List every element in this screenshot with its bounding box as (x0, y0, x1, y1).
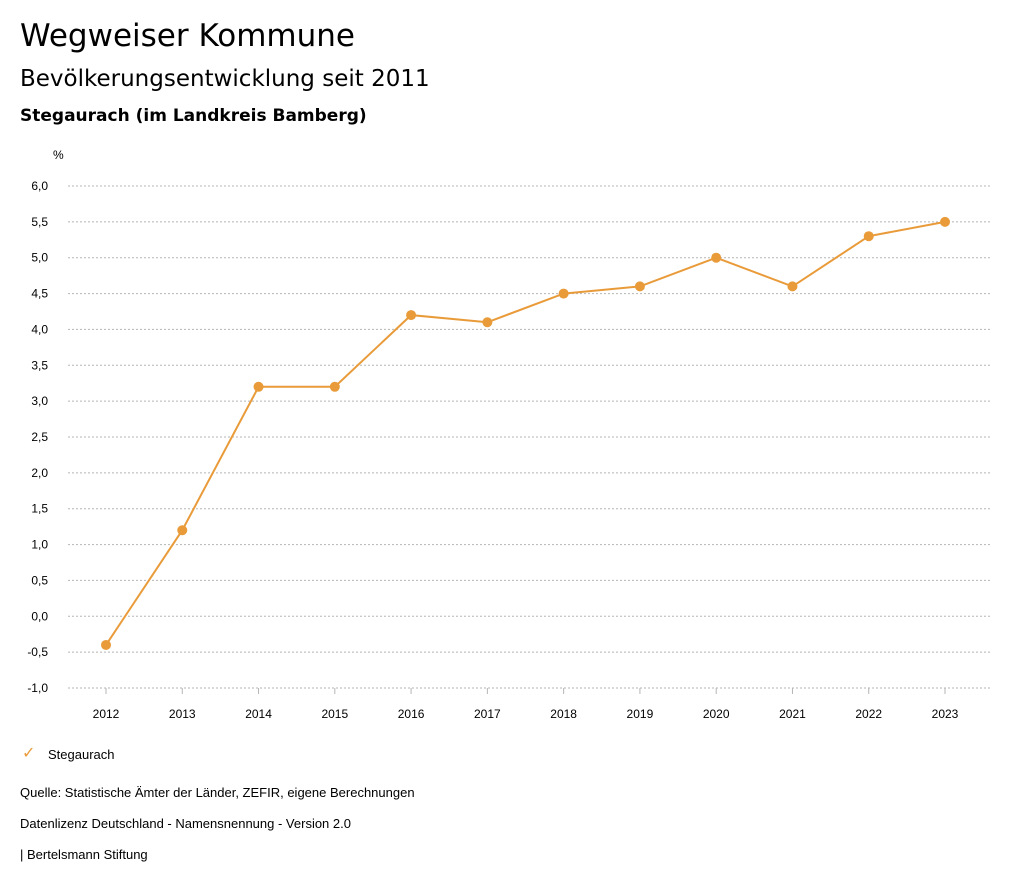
brand-note: | Bertelsmann Stiftung (20, 847, 148, 862)
y-tick-label: 2,5 (31, 430, 48, 444)
y-tick-label: 6,0 (31, 179, 48, 193)
chart-subtitle: Bevölkerungsentwicklung seit 2011 (20, 66, 430, 92)
y-tick-label: -1,0 (27, 681, 48, 695)
chart-legend[interactable]: ✓ Stegaurach (22, 744, 115, 764)
y-tick-label: 5,0 (31, 251, 48, 265)
data-point[interactable] (863, 231, 874, 242)
x-tick-label: 2023 (932, 707, 959, 721)
x-tick-label: 2012 (93, 707, 120, 721)
line-chart: % 6,0 5,5 5,0 4,5 4,0 3,5 3,0 2,5 2,0 1,5 1,0 0,5 0,… (27, 148, 990, 721)
data-point[interactable] (406, 310, 417, 321)
page-title: Wegweiser Kommune (20, 18, 355, 54)
y-tick-label: -0,5 (27, 645, 48, 659)
x-tick-label: 2020 (703, 707, 730, 721)
x-tick-label: 2017 (474, 707, 501, 721)
license-note: Datenlizenz Deutschland - Namensnennung … (20, 816, 351, 831)
x-tick-label: 2022 (855, 707, 882, 721)
source-note: Quelle: Statistische Ämter der Länder, Z… (20, 785, 415, 800)
check-icon: ✓ (22, 745, 36, 762)
y-tick-label: 1,5 (31, 502, 48, 516)
y-tick-label: 3,0 (31, 394, 48, 408)
series-line (105, 220, 946, 646)
grid-lines (68, 185, 990, 689)
data-point[interactable] (329, 381, 340, 392)
x-tick-label: 2013 (169, 707, 196, 721)
legend-label: Stegaurach (48, 746, 115, 762)
y-axis-unit-label: % (53, 148, 64, 162)
x-tick-label: 2019 (627, 707, 654, 721)
y-tick-label: 0,5 (31, 573, 48, 587)
data-point[interactable] (482, 317, 493, 328)
y-tick-label: 1,0 (31, 538, 48, 552)
x-tick-label: 2016 (398, 707, 425, 721)
data-point[interactable] (101, 639, 111, 650)
x-tick-label: 2018 (550, 707, 577, 721)
y-tick-label: 0,0 (31, 609, 48, 623)
y-tick-label: 4,5 (31, 287, 48, 301)
data-point[interactable] (177, 525, 188, 536)
y-axis-ticks: 6,0 5,5 5,0 4,5 4,0 3,5 3,0 2,5 2,0 1,5 1,0 0,5 0,0 -… (27, 179, 48, 695)
y-tick-label: 3,5 (31, 358, 48, 372)
data-point[interactable] (787, 281, 798, 292)
data-point[interactable] (558, 288, 569, 299)
x-tick-label: 2014 (245, 707, 272, 721)
x-tick-label: 2021 (779, 707, 806, 721)
y-tick-label: 2,0 (31, 466, 48, 480)
x-axis-ticks: 2012 2013 2014 2015 2016 2017 2018 2019 2020 2021… (93, 688, 959, 721)
x-tick-label: 2015 (321, 707, 348, 721)
data-point[interactable] (940, 216, 950, 227)
series-stegaurach (101, 216, 950, 650)
region-label: Stegaurach (im Landkreis Bamberg) (20, 106, 367, 126)
data-point[interactable] (634, 281, 645, 292)
y-tick-label: 5,5 (31, 215, 48, 229)
y-tick-label: 4,0 (31, 322, 48, 336)
data-point[interactable] (253, 381, 264, 392)
data-point[interactable] (711, 252, 722, 263)
